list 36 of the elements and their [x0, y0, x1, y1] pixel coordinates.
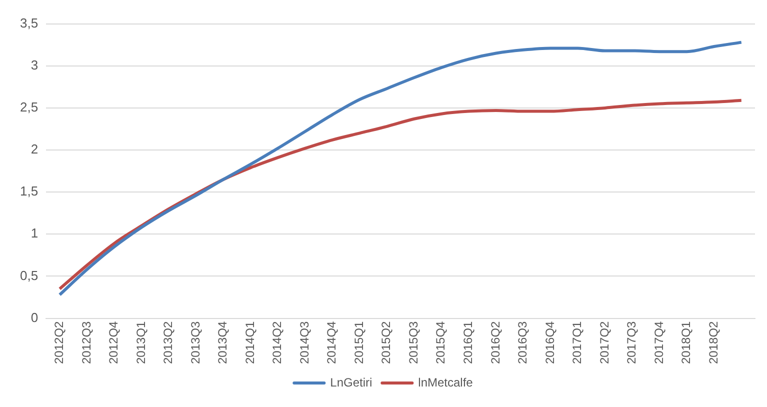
y-tick-label: 3,5: [20, 15, 38, 30]
legend-label: lnMetcalfe: [418, 375, 474, 390]
x-tick-label: 2012Q2: [52, 320, 66, 364]
y-tick-label: 1,5: [20, 184, 38, 199]
x-tick-label: 2013Q4: [216, 320, 230, 364]
x-tick-label: 2018Q2: [706, 320, 720, 364]
x-tick-label: 2012Q3: [79, 320, 94, 364]
x-tick-label: 2017Q1: [570, 320, 584, 364]
x-tick-label: 2017Q3: [624, 320, 639, 364]
x-tick-label: 2013Q1: [134, 320, 148, 364]
x-tick-label: 2014Q1: [242, 320, 257, 364]
x-tick-label: 2018Q1: [679, 320, 694, 364]
y-tick-label: 0: [30, 310, 38, 325]
legend-label: LnGetiri: [330, 375, 372, 390]
x-tick-label: 2015Q4: [434, 320, 448, 364]
x-tick-label: 2017Q2: [597, 320, 612, 364]
x-tick-label: 2016Q3: [516, 320, 530, 364]
y-tick-label: 2: [30, 142, 38, 157]
x-tick-label: 2013Q2: [161, 320, 176, 364]
x-tick-label: 2015Q3: [406, 320, 420, 364]
line-series: [58, 40, 743, 296]
x-tick-label: 2017Q4: [652, 320, 666, 364]
x-tick-label: 2016Q1: [461, 320, 476, 364]
x-tick-label: 2014Q4: [324, 320, 339, 364]
y-tick-label: 3: [30, 57, 38, 72]
y-tick-label: 2,5: [20, 100, 38, 115]
x-tick-label: 2015Q1: [352, 320, 366, 364]
x-tick-label: 2014Q2: [270, 320, 284, 364]
y-tick-label: 0,5: [20, 268, 38, 283]
x-tick-label: 2015Q2: [379, 320, 394, 364]
x-tick-label: 2016Q4: [542, 320, 557, 364]
x-tick-label: 2013Q3: [188, 320, 202, 364]
x-tick-label: 2016Q2: [488, 320, 502, 364]
x-tick-label: 2012Q4: [106, 320, 121, 364]
x-tick-label: 2014Q3: [297, 320, 312, 364]
y-tick-label: 1: [30, 226, 38, 241]
